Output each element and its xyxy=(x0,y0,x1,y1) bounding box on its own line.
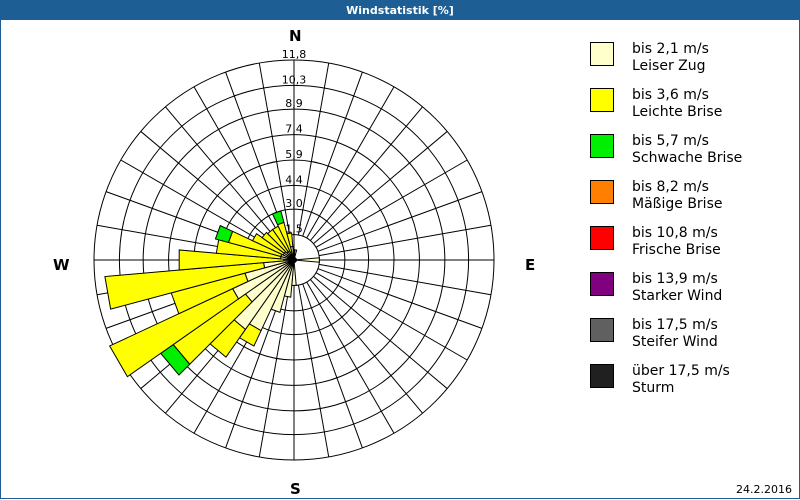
svg-text:10,3: 10,3 xyxy=(282,73,307,86)
legend-range: bis 5,7 m/s xyxy=(632,133,709,149)
legend-name: Starker Wind xyxy=(632,288,723,304)
legend-range: bis 2,1 m/s xyxy=(632,41,709,57)
wind-sector xyxy=(178,249,285,271)
wind-sector xyxy=(214,224,234,244)
legend-swatch xyxy=(590,364,614,388)
legend-swatch xyxy=(590,42,614,66)
wind-sector xyxy=(286,232,294,248)
legend-range: bis 13,9 m/s xyxy=(632,271,718,287)
legend-name: Mäßige Brise xyxy=(632,196,723,212)
wind-sector xyxy=(261,231,287,254)
svg-text:8,9: 8,9 xyxy=(285,97,303,110)
wind-sector xyxy=(104,262,266,310)
compass-east-label: E xyxy=(525,256,536,274)
wind-sector xyxy=(293,257,320,263)
legend-range: bis 3,6 m/s xyxy=(632,87,709,103)
legend-swatch xyxy=(590,226,614,250)
wind-sector xyxy=(108,288,240,378)
legend-range: bis 17,5 m/s xyxy=(632,317,718,333)
legend-name: Steifer Wind xyxy=(632,334,718,350)
wind-sector xyxy=(251,233,285,256)
legend-swatch xyxy=(590,134,614,158)
wind-sector xyxy=(271,210,285,226)
compass-west-label: W xyxy=(53,256,70,274)
svg-text:11,8: 11,8 xyxy=(282,48,307,61)
svg-text:4,4: 4,4 xyxy=(285,173,303,186)
legend-name: Frische Brise xyxy=(632,242,721,258)
legend-swatch xyxy=(590,180,614,204)
legend-swatch xyxy=(590,272,614,296)
date-label: 24.2.2016 xyxy=(736,483,792,496)
svg-text:5,9: 5,9 xyxy=(285,148,303,161)
legend-name: Leiser Zug xyxy=(632,58,706,74)
compass-north-label: N xyxy=(289,27,302,45)
window-title: Windstatistik [%] xyxy=(0,0,800,20)
legend-name: Schwache Brise xyxy=(632,150,743,166)
legend-range: über 17,5 m/s xyxy=(632,363,730,379)
legend-swatch xyxy=(590,88,614,112)
compass-south-label: S xyxy=(290,480,301,498)
svg-text:3,0: 3,0 xyxy=(285,197,303,210)
svg-text:1,5: 1,5 xyxy=(285,223,303,236)
svg-text:7,4: 7,4 xyxy=(285,123,303,136)
legend-range: bis 8,2 m/s xyxy=(632,179,709,195)
legend-swatch xyxy=(590,318,614,342)
legend-name: Leichte Brise xyxy=(632,104,723,120)
legend-name: Sturm xyxy=(632,380,675,396)
legend-range: bis 10,8 m/s xyxy=(632,225,718,241)
